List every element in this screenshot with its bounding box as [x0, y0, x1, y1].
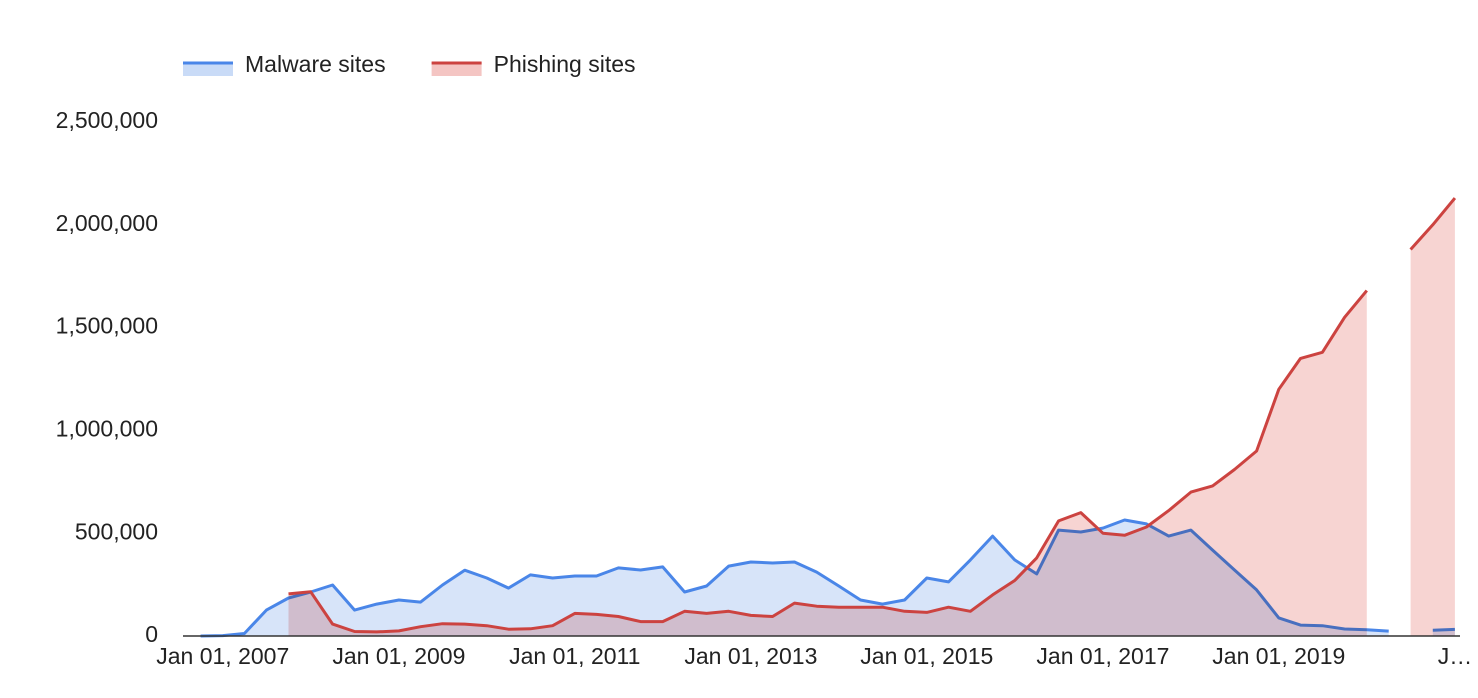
- series-1: [288, 197, 1457, 636]
- y-tick-label: 1,500,000: [56, 313, 158, 339]
- legend-label: Malware sites: [245, 51, 386, 77]
- legend-swatch: [431, 62, 482, 76]
- x-tick-label: Jan 01, 2011: [509, 643, 640, 669]
- legend-swatch: [183, 62, 233, 76]
- area-fill: [288, 290, 1367, 636]
- x-tick-label: Jan 01, 2013: [684, 643, 817, 669]
- x-tick-label: J…: [1438, 643, 1473, 669]
- x-tick-label: Jan 01, 2019: [1212, 643, 1345, 669]
- y-tick-label: 2,500,000: [56, 107, 158, 133]
- y-tick-label: 0: [145, 621, 158, 647]
- y-tick-label: 500,000: [75, 518, 158, 544]
- x-tick-label: Jan 01, 2009: [332, 643, 465, 669]
- x-tick-label: Jan 01, 2017: [1036, 643, 1169, 669]
- x-tick-label: Jan 01, 2015: [860, 643, 993, 669]
- x-tick-label: Jan 01, 2007: [156, 643, 289, 669]
- y-tick-label: 1,000,000: [56, 415, 158, 441]
- legend-label: Phishing sites: [494, 51, 636, 77]
- y-tick-label: 2,000,000: [56, 210, 158, 236]
- area-fill: [1410, 198, 1455, 636]
- series-line: [288, 289, 1368, 634]
- series-line: [1409, 197, 1457, 251]
